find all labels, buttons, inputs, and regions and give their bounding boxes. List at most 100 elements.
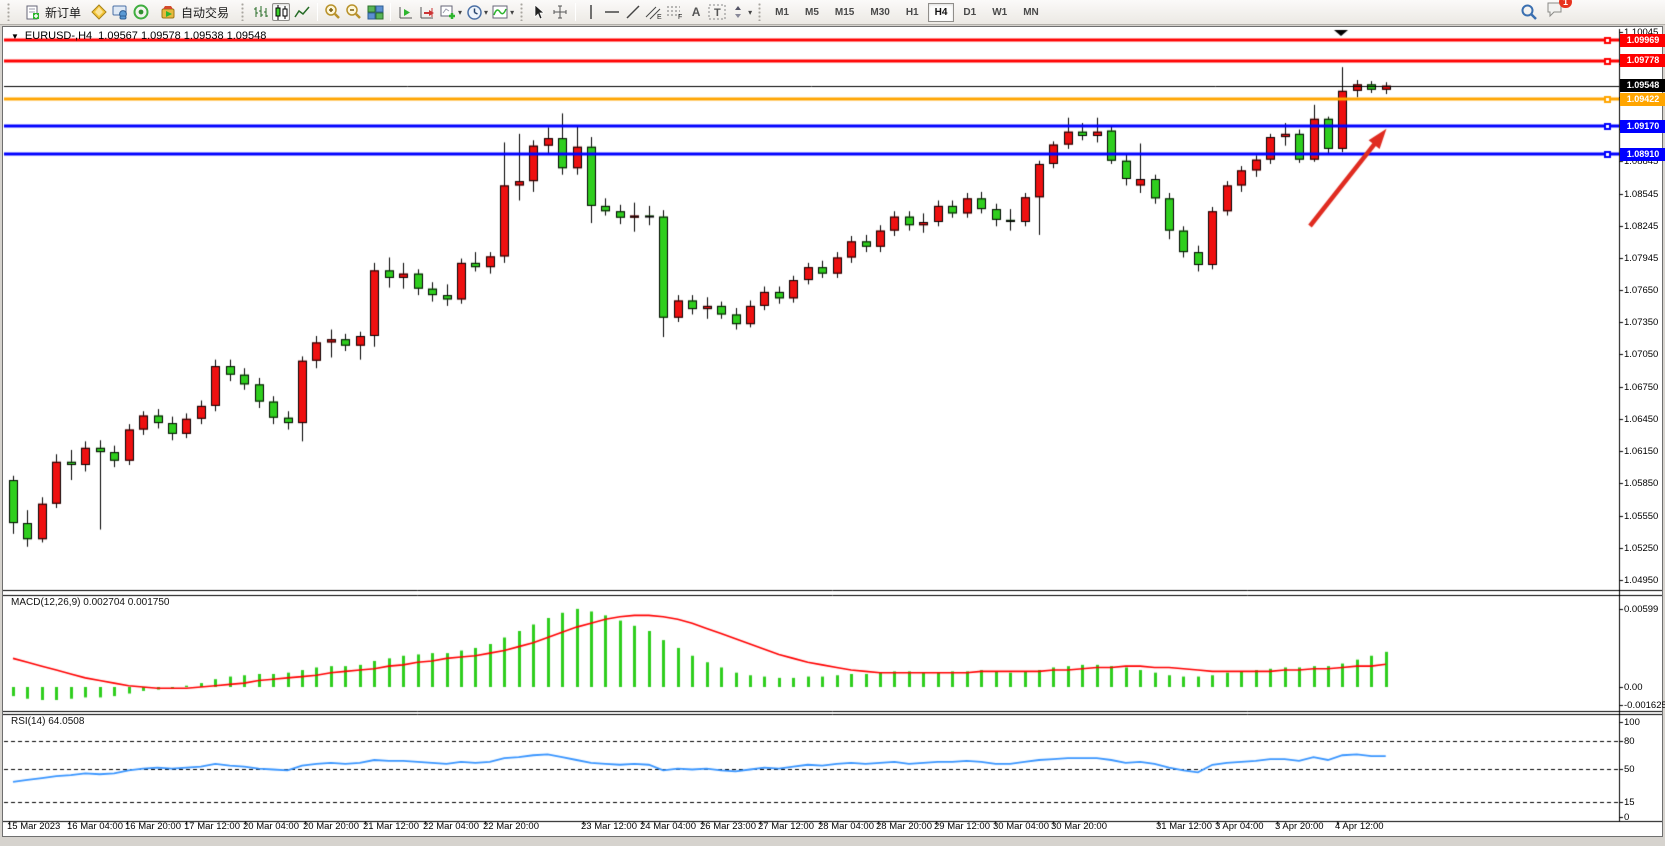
period-caret[interactable]: ▾ (484, 7, 489, 17)
macd-tick-label: 0.00 (1624, 682, 1643, 693)
fibonacci-tool-icon[interactable]: F (666, 3, 684, 21)
trendline-tool-icon[interactable] (624, 3, 642, 21)
rsi-tick-label: 0 (1624, 812, 1630, 823)
timeframe-h4[interactable]: H4 (927, 2, 955, 22)
price-tick-label: 1.04950 (1624, 575, 1659, 587)
hline-price-label: 1.09778 (1620, 54, 1665, 68)
search-icon[interactable] (1520, 3, 1538, 21)
time-axis-label: 3 Apr 04:00 (1215, 821, 1264, 832)
timeframe-m1[interactable]: M1 (775, 6, 789, 18)
toolbar: 新订单 自动交易 ▾ ▾ (0, 0, 1665, 25)
indicators-caret[interactable]: ▾ (510, 7, 515, 17)
price-tick-label: 1.06150 (1624, 446, 1659, 458)
crosshair-icon[interactable] (551, 3, 569, 21)
time-axis-label: 20 Mar 04:00 (243, 821, 299, 832)
time-axis-label: 20 Mar 20:00 (303, 821, 359, 832)
time-axis-label: 28 Mar 20:00 (876, 821, 932, 832)
time-axis-label: 4 Apr 12:00 (1335, 821, 1384, 832)
shapes-caret[interactable]: ▾ (748, 7, 753, 17)
signals-icon[interactable] (132, 3, 150, 21)
timeframe-h1[interactable]: H1 (905, 6, 919, 18)
price-tick-label: 1.06750 (1624, 381, 1659, 393)
price-tick-label: 1.10045 (1624, 27, 1659, 39)
rsi-tick-label: 50 (1624, 764, 1635, 775)
timeframe-d1[interactable]: D1 (963, 6, 977, 18)
time-axis-label: 30 Mar 04:00 (993, 821, 1049, 832)
time-axis-label: 16 Mar 04:00 (67, 821, 123, 832)
time-axis-label: 3 Apr 20:00 (1275, 821, 1324, 832)
time-axis-label: 27 Mar 12:00 (758, 821, 814, 832)
text-tool-icon[interactable]: A (691, 5, 701, 19)
tile-windows-icon[interactable] (366, 3, 384, 21)
vertical-line-tool-icon[interactable] (582, 3, 600, 21)
price-chart-canvas[interactable] (3, 27, 1662, 836)
price-tick-label: 1.05250 (1624, 542, 1659, 554)
timeframe-m5[interactable]: M5 (805, 6, 819, 18)
timeframe-w1[interactable]: W1 (992, 6, 1008, 18)
time-axis-label: 21 Mar 12:00 (363, 821, 419, 832)
price-tick-label: 1.08545 (1624, 188, 1659, 200)
toolbar-grip[interactable] (7, 3, 11, 21)
new-order-button[interactable]: 新订单 (17, 2, 87, 23)
chart-ohlc-values: 1.09567 1.09578 1.09538 1.09548 (98, 30, 267, 42)
time-axis-label: 31 Mar 12:00 (1156, 821, 1212, 832)
zoom-in-icon[interactable] (324, 3, 342, 21)
time-axis-label: 26 Mar 23:00 (700, 821, 756, 832)
price-tick-label: 1.05550 (1624, 510, 1659, 522)
time-axis-label: 17 Mar 12:00 (184, 821, 240, 832)
chart-shift-icon[interactable] (418, 3, 436, 21)
macd-tick-label: 0.00599 (1624, 604, 1659, 615)
price-tick-label: 1.07650 (1624, 284, 1659, 296)
auto-trading-button[interactable]: 自动交易 (153, 2, 235, 23)
time-axis-label: 29 Mar 12:00 (934, 821, 990, 832)
timeframe-mn[interactable]: MN (1023, 6, 1039, 18)
period-clock-icon[interactable] (465, 3, 483, 21)
time-axis-label: 30 Mar 20:00 (1051, 821, 1107, 832)
accounts-icon[interactable] (111, 3, 129, 21)
time-axis-label: 15 Mar 2023 (7, 821, 61, 832)
price-tick-label: 1.08845 (1624, 156, 1659, 168)
gold-diamond-icon[interactable] (90, 3, 108, 21)
zoom-out-icon[interactable] (345, 3, 363, 21)
bid-price-label: 1.09548 (1620, 79, 1665, 93)
time-axis-label: 24 Mar 04:00 (640, 821, 696, 832)
new-chart-icon[interactable] (439, 3, 457, 21)
hline-price-label: 1.09969 (1620, 33, 1665, 47)
horizontal-line-tool-icon[interactable] (603, 3, 621, 21)
timeframe-m15[interactable]: M15 (834, 6, 855, 18)
chart-window: ▼ EURUSD-,H4 1.09567 1.09578 1.09538 1.0… (2, 26, 1665, 837)
equidistant-channel-tool-icon[interactable]: E (645, 3, 663, 21)
new-order-label: 新订单 (45, 5, 82, 20)
cursor-icon[interactable] (530, 3, 548, 21)
time-axis-label: 22 Mar 04:00 (423, 821, 479, 832)
price-tick-label: 1.07050 (1624, 349, 1659, 361)
chat-button[interactable]: 1 (1546, 0, 1572, 23)
price-tick-label: 1.07350 (1624, 317, 1659, 328)
timeframe-m30[interactable]: M30 (870, 6, 890, 18)
status-strip (0, 838, 1665, 846)
rsi-indicator-label: RSI(14) 64.0508 (11, 716, 85, 727)
chart-symbol-period: EURUSD-,H4 (24, 30, 93, 42)
chart-dropdown-icon[interactable]: ▼ (11, 31, 19, 41)
time-axis-label: 23 Mar 12:00 (581, 821, 637, 832)
shapes-tool-icon[interactable] (729, 3, 747, 21)
indicators-icon[interactable] (491, 3, 509, 21)
toolbar-grip[interactable] (758, 3, 763, 21)
rsi-tick-label: 15 (1624, 797, 1635, 808)
candlestick-mode-icon[interactable] (272, 3, 291, 21)
label-tool-icon[interactable]: T (708, 3, 726, 21)
hline-price-label: 1.09170 (1620, 119, 1665, 133)
channel-letter: E (657, 14, 662, 20)
toolbar-grip[interactable] (241, 3, 246, 21)
macd-tick-label: -0.001625 (1624, 700, 1665, 711)
bar-chart-mode-icon[interactable] (251, 3, 269, 21)
time-axis-label: 28 Mar 04:00 (818, 821, 874, 832)
time-axis-label: 16 Mar 20:00 (125, 821, 181, 832)
timeframe-group: M1 M5 M15 M30 H1 H4 D1 W1 MN (768, 2, 1046, 22)
auto-scroll-icon[interactable] (397, 3, 415, 21)
new-chart-caret[interactable]: ▾ (458, 7, 463, 17)
chat-badge: 1 (1558, 0, 1572, 8)
line-chart-mode-icon[interactable] (293, 3, 311, 21)
toolbar-grip[interactable] (520, 3, 525, 21)
macd-indicator-label: MACD(12,26,9) 0.002704 0.001750 (11, 597, 170, 608)
